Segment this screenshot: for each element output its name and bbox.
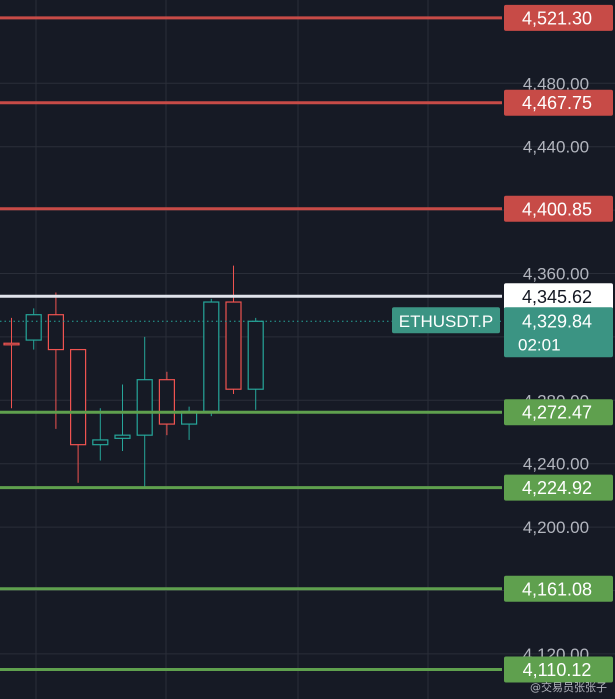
symbol-tag (392, 307, 500, 334)
candle-body (136, 379, 153, 436)
level-452130-label: 4,521.30 (522, 8, 592, 28)
level-427247-badge (504, 399, 613, 426)
candle-body (92, 439, 109, 446)
price-tick-label: 4,240.00 (523, 455, 589, 474)
candle-body (3, 342, 20, 346)
candle-body (47, 314, 65, 351)
level-411012-badge (504, 656, 613, 683)
level-422492-badge (504, 474, 613, 501)
price-tick-label: 4,360.00 (523, 265, 589, 284)
price-tick-label: 4,440.00 (523, 138, 589, 157)
level-446775-badge (504, 89, 613, 116)
level-434562-label: 4,345.62 (522, 287, 592, 307)
level-434562-badge (504, 283, 613, 310)
countdown-label: 02:01 (518, 335, 561, 354)
price-tick-label: 4,480.00 (523, 74, 589, 93)
level-411012-label: 4,110.12 (523, 660, 592, 680)
level-416108-badge (504, 575, 613, 602)
candle-body (247, 320, 264, 390)
level-440085-label: 4,400.85 (522, 199, 592, 219)
level-452130-badge (504, 4, 613, 31)
level-446775-label: 4,467.75 (522, 93, 592, 113)
candle-body (225, 301, 242, 390)
candle-body (69, 348, 87, 446)
level-440085-badge (504, 195, 613, 222)
level-416108-label: 4,161.08 (522, 579, 592, 599)
last-price-badge (504, 307, 613, 358)
price-tick-label: 4,200.00 (523, 518, 589, 537)
level-422492-label: 4,224.92 (522, 478, 592, 498)
candle-body (203, 301, 220, 412)
candle-body (114, 434, 131, 439)
level-427247-label: 4,272.47 (522, 403, 592, 423)
candle-body (158, 379, 175, 425)
symbol-label: ETHUSDT.P (399, 312, 493, 331)
candle-body (25, 314, 42, 341)
watermark: @交易员张张子 (530, 681, 607, 694)
last-price-label: 4,329.84 (522, 311, 592, 331)
